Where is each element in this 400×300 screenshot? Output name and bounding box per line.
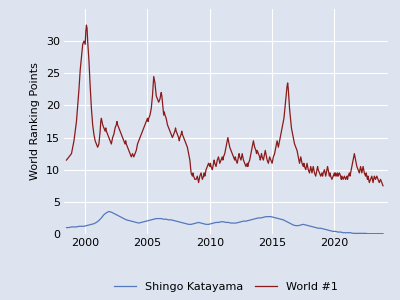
World #1 [69, 152, 74, 155]
Legend: Shingo Katayama, World #1: Shingo Katayama, World #1 [110, 277, 342, 296]
World #1 [118, 129, 122, 133]
World #1 [64, 158, 69, 162]
Shingo Katayama [371, 232, 376, 236]
Line: World #1: World #1 [66, 25, 383, 186]
World #1 [161, 107, 166, 110]
Shingo Katayama [381, 232, 386, 236]
Shingo Katayama [338, 230, 343, 234]
Y-axis label: World Ranking Points: World Ranking Points [30, 63, 40, 180]
Shingo Katayama [106, 210, 111, 213]
World #1 [73, 129, 78, 133]
Shingo Katayama [366, 232, 370, 236]
World #1 [295, 148, 300, 152]
Shingo Katayama [144, 219, 149, 223]
Shingo Katayama [196, 220, 201, 224]
Shingo Katayama [231, 221, 236, 225]
World #1 [84, 30, 88, 33]
World #1 [381, 184, 386, 188]
Shingo Katayama [64, 226, 69, 230]
Line: Shingo Katayama: Shingo Katayama [66, 212, 383, 234]
World #1 [84, 23, 89, 27]
Shingo Katayama [184, 222, 188, 226]
